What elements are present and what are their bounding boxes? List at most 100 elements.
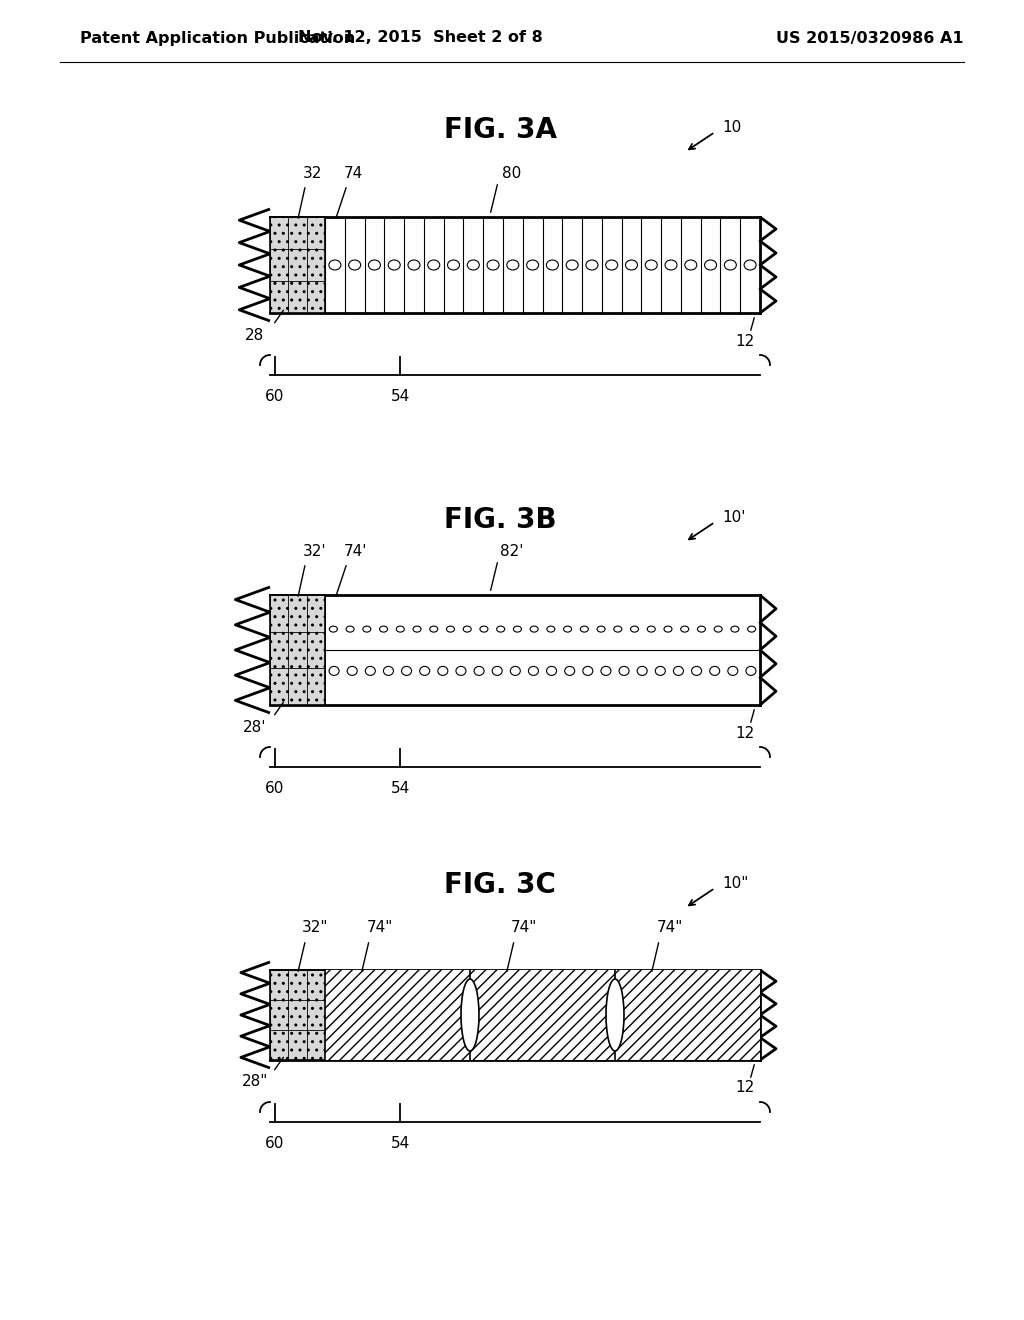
Ellipse shape <box>380 626 387 632</box>
Ellipse shape <box>637 667 647 676</box>
Ellipse shape <box>420 667 430 676</box>
Ellipse shape <box>597 626 605 632</box>
Ellipse shape <box>547 260 558 271</box>
Ellipse shape <box>347 667 357 676</box>
Ellipse shape <box>547 667 557 676</box>
Ellipse shape <box>474 667 484 676</box>
Bar <box>470 970 615 1060</box>
Ellipse shape <box>446 626 455 632</box>
Text: 28": 28" <box>242 1074 268 1089</box>
Text: 12: 12 <box>735 726 755 741</box>
Ellipse shape <box>480 626 488 632</box>
Ellipse shape <box>493 667 502 676</box>
Ellipse shape <box>631 626 639 632</box>
Ellipse shape <box>467 260 479 271</box>
Ellipse shape <box>329 260 341 271</box>
Ellipse shape <box>748 626 756 632</box>
Ellipse shape <box>428 260 439 271</box>
Text: FIG. 3C: FIG. 3C <box>444 871 556 899</box>
Ellipse shape <box>510 667 520 676</box>
Text: 10: 10 <box>722 120 741 136</box>
Ellipse shape <box>497 626 505 632</box>
Ellipse shape <box>583 667 593 676</box>
Ellipse shape <box>606 979 624 1051</box>
Text: 10': 10' <box>722 511 745 525</box>
Ellipse shape <box>681 626 689 632</box>
Ellipse shape <box>413 626 421 632</box>
Ellipse shape <box>626 260 638 271</box>
Text: 54: 54 <box>390 1137 410 1151</box>
Ellipse shape <box>408 260 420 271</box>
Ellipse shape <box>461 979 479 1051</box>
Text: 10": 10" <box>722 876 749 891</box>
Ellipse shape <box>401 667 412 676</box>
Ellipse shape <box>547 626 555 632</box>
Ellipse shape <box>697 626 706 632</box>
Text: 60: 60 <box>265 389 285 404</box>
Text: 12: 12 <box>735 334 755 348</box>
Ellipse shape <box>665 260 677 271</box>
Text: 54: 54 <box>390 389 410 404</box>
Ellipse shape <box>456 667 466 676</box>
Ellipse shape <box>647 626 655 632</box>
Text: 74": 74" <box>511 920 538 936</box>
Text: FIG. 3A: FIG. 3A <box>443 116 556 144</box>
Ellipse shape <box>581 626 589 632</box>
Ellipse shape <box>383 667 393 676</box>
Ellipse shape <box>655 667 666 676</box>
Ellipse shape <box>330 626 337 632</box>
Text: 60: 60 <box>265 1137 285 1151</box>
Ellipse shape <box>362 626 371 632</box>
Text: 74": 74" <box>656 920 683 936</box>
Ellipse shape <box>329 667 339 676</box>
Text: 12: 12 <box>735 1081 755 1096</box>
Text: US 2015/0320986 A1: US 2015/0320986 A1 <box>776 30 964 45</box>
Text: 74: 74 <box>344 165 364 181</box>
Ellipse shape <box>438 667 447 676</box>
Ellipse shape <box>664 626 672 632</box>
Bar <box>270 595 325 705</box>
Ellipse shape <box>507 260 519 271</box>
Ellipse shape <box>513 626 521 632</box>
Text: 32: 32 <box>302 165 322 181</box>
Ellipse shape <box>366 667 376 676</box>
Ellipse shape <box>487 260 499 271</box>
Text: 82': 82' <box>501 544 523 558</box>
Text: Patent Application Publication: Patent Application Publication <box>80 30 355 45</box>
Ellipse shape <box>388 260 400 271</box>
Text: 60: 60 <box>265 781 285 796</box>
Text: 32': 32' <box>302 544 326 558</box>
Ellipse shape <box>620 667 629 676</box>
Ellipse shape <box>430 626 437 632</box>
Ellipse shape <box>463 626 471 632</box>
Ellipse shape <box>728 667 738 676</box>
Ellipse shape <box>606 260 617 271</box>
Text: 28: 28 <box>246 327 264 342</box>
Text: FIG. 3B: FIG. 3B <box>443 506 556 535</box>
Ellipse shape <box>586 260 598 271</box>
Ellipse shape <box>447 260 460 271</box>
Ellipse shape <box>705 260 717 271</box>
Ellipse shape <box>528 667 539 676</box>
Ellipse shape <box>396 626 404 632</box>
Ellipse shape <box>369 260 381 271</box>
Ellipse shape <box>530 626 539 632</box>
Bar <box>270 970 325 1060</box>
Ellipse shape <box>645 260 657 271</box>
Ellipse shape <box>724 260 736 271</box>
Bar <box>325 970 470 1060</box>
Text: 74": 74" <box>367 920 392 936</box>
Ellipse shape <box>566 260 579 271</box>
Ellipse shape <box>563 626 571 632</box>
Bar <box>270 216 325 313</box>
Ellipse shape <box>613 626 622 632</box>
Text: 28': 28' <box>244 719 266 734</box>
Ellipse shape <box>526 260 539 271</box>
Text: Nov. 12, 2015  Sheet 2 of 8: Nov. 12, 2015 Sheet 2 of 8 <box>298 30 543 45</box>
Ellipse shape <box>601 667 611 676</box>
Ellipse shape <box>710 667 720 676</box>
Text: 32": 32" <box>301 920 328 936</box>
Ellipse shape <box>744 260 756 271</box>
Text: 80: 80 <box>503 165 521 181</box>
Ellipse shape <box>564 667 574 676</box>
